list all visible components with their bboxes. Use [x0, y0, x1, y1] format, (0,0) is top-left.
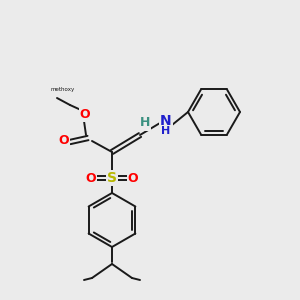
Text: H: H — [161, 126, 171, 136]
Text: O: O — [128, 172, 138, 184]
Text: H: H — [140, 116, 150, 130]
Text: N: N — [160, 114, 172, 128]
Text: O: O — [86, 172, 96, 184]
Text: methoxy: methoxy — [51, 88, 75, 92]
Text: O: O — [59, 134, 69, 148]
Text: S: S — [107, 171, 117, 185]
Text: O: O — [80, 107, 90, 121]
